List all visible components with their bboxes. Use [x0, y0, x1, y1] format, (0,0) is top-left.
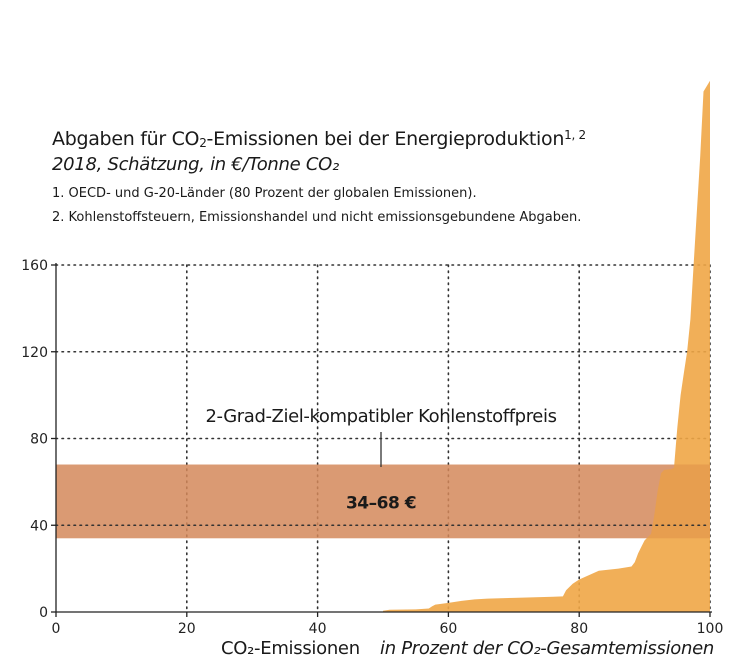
chart-title: Abgaben für CO2-Emissionen bei der Energ… [52, 128, 586, 150]
band-annotation-label: 2-Grad-Ziel-kompatibler Kohlenstoffpreis [205, 406, 556, 427]
area-series-0 [56, 80, 710, 612]
x-tick-label-20: 20 [178, 621, 196, 637]
y-tick-label-40: 40 [30, 518, 48, 534]
chart-subtitle: 2018, Schätzung, in €/Tonne CO₂ [52, 154, 339, 175]
x-tick-label-80: 80 [570, 621, 588, 637]
chart-title-part1: Abgaben für CO [52, 128, 200, 150]
footnote-2: 2. Kohlenstoffsteuern, Emissionshandel u… [52, 210, 582, 225]
y-tick-label-80: 80 [30, 432, 48, 448]
footnote-1: 1. OECD- und G-20-Länder (80 Prozent der… [52, 186, 477, 201]
x-axis-label: CO₂-Emissionen [221, 638, 360, 659]
x-tick-label-100: 100 [697, 621, 724, 637]
x-axis-unit-label: in Prozent der CO₂-Gesamtemissionen [380, 638, 714, 659]
x-tick-label-40: 40 [309, 621, 327, 637]
y-tick-label-0: 0 [39, 605, 48, 621]
chart-title-part2: -Emissionen bei der Energieproduktion [206, 128, 565, 150]
x-tick-label-0: 0 [52, 621, 61, 637]
y-tick-label-160: 160 [21, 258, 48, 274]
chart-title-footnotes: 1, 2 [564, 128, 586, 142]
y-tick-label-120: 120 [21, 345, 48, 361]
x-tick-label-60: 60 [439, 621, 457, 637]
band-value-label: 34–68 € [346, 493, 416, 513]
